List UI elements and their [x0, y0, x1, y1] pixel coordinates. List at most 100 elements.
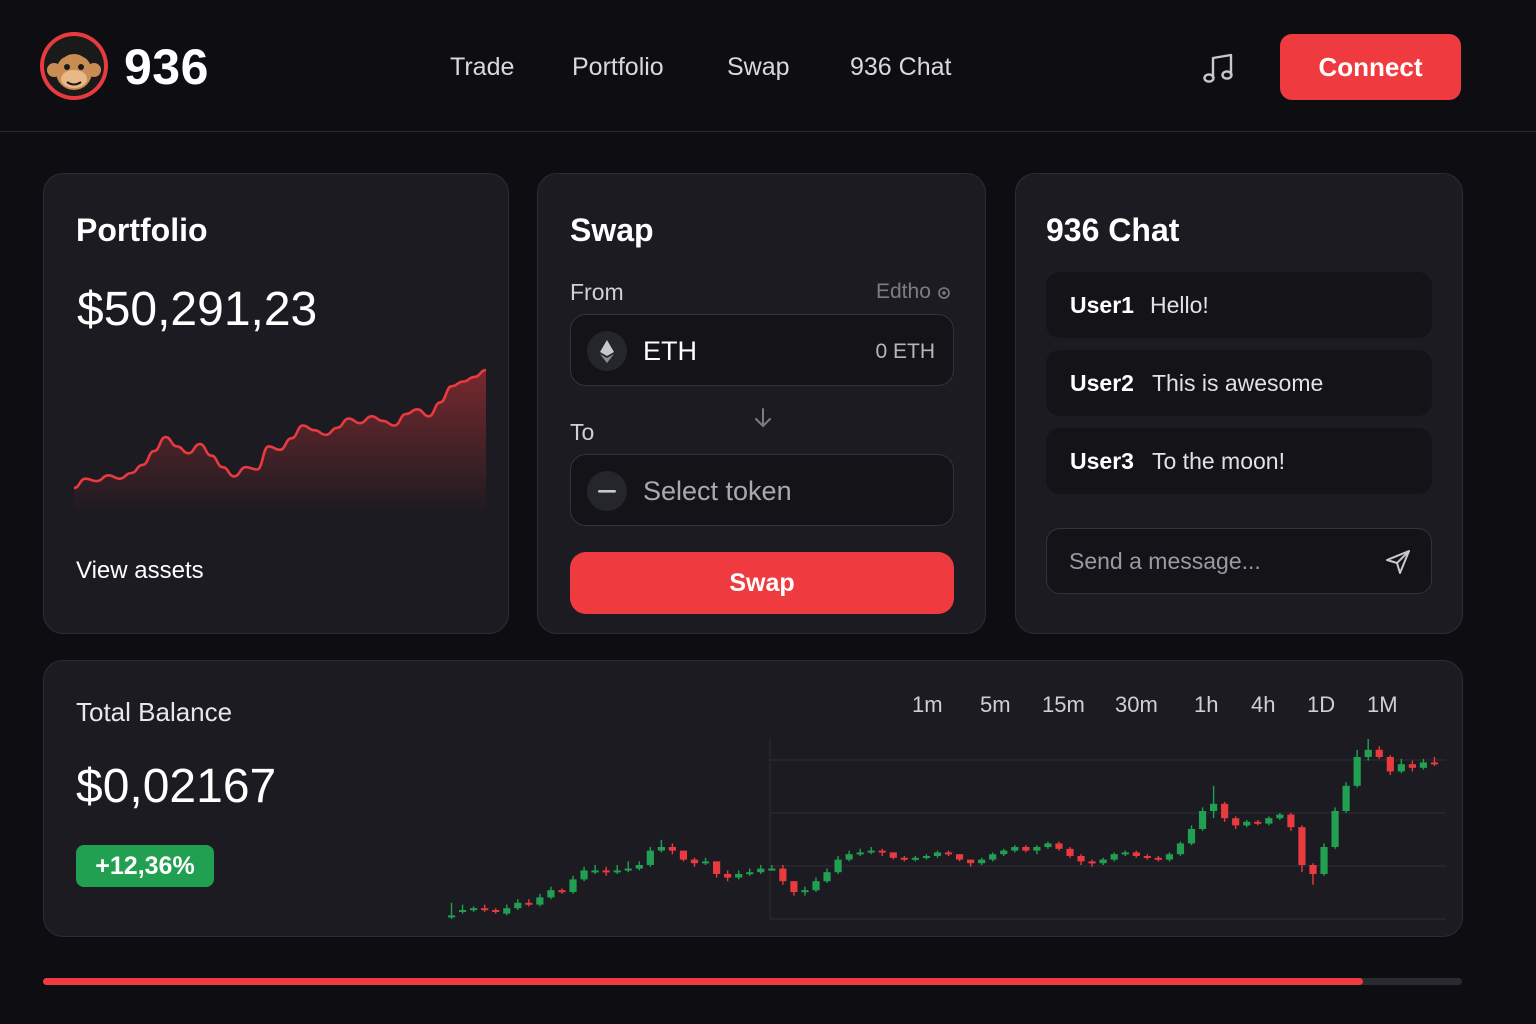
swap-button[interactable]: Swap: [570, 552, 954, 614]
chat-card: 936 Chat User1 Hello! User2 This is awes…: [1015, 173, 1463, 634]
candle-up: [514, 902, 522, 909]
portfolio-title: Portfolio: [76, 212, 208, 248]
candle-down: [1386, 757, 1394, 772]
to-token-selector[interactable]: Select token: [570, 454, 954, 526]
candle-up: [569, 879, 577, 892]
candle-up: [911, 857, 919, 860]
candle-up: [922, 856, 931, 858]
from-token-selector[interactable]: ETH 0 ETH: [570, 314, 954, 386]
swap-title: Swap: [570, 212, 654, 248]
message-user: User2: [1070, 370, 1134, 396]
candle-up: [701, 861, 710, 864]
send-icon[interactable]: [1384, 548, 1412, 576]
candle-down: [1309, 865, 1317, 874]
change-badge: +12,36%: [76, 845, 214, 887]
portfolio-value: $50,291,23: [77, 283, 318, 336]
candle-up: [757, 868, 765, 873]
sparkline-area: [74, 370, 486, 514]
candle-up: [856, 852, 864, 855]
top-bar: 936 Trade Portfolio Swap 936 Chat Connec…: [0, 0, 1536, 132]
candle-up: [1011, 847, 1019, 851]
candle-down: [679, 850, 688, 860]
progress-bar: [43, 978, 1462, 985]
music-note-icon[interactable]: [1202, 50, 1236, 86]
timeframe-1d[interactable]: 1D: [1307, 692, 1336, 717]
nav-936-chat[interactable]: 936 Chat: [850, 53, 952, 81]
swap-card: Swap From Edtho ETH 0 ETH To Select toke…: [537, 173, 986, 634]
chat-message: User1 Hello!: [1046, 272, 1432, 338]
timeframe-30m[interactable]: 30m: [1115, 692, 1158, 717]
nav-swap[interactable]: Swap: [727, 53, 790, 81]
candle-down: [492, 910, 500, 912]
timeframe-4h[interactable]: 4h: [1251, 692, 1276, 717]
candle-up: [547, 890, 555, 898]
chat-message-input[interactable]: [1046, 528, 1432, 594]
candle-up: [624, 868, 632, 871]
nav-trade[interactable]: Trade: [450, 53, 515, 81]
candle-up: [1419, 762, 1428, 768]
timeframe-5m[interactable]: 5m: [980, 692, 1011, 717]
chat-message: User2 This is awesome: [1046, 350, 1432, 416]
message-user: User3: [1070, 448, 1134, 474]
monkey-logo-icon[interactable]: [40, 32, 108, 100]
candle-up: [801, 890, 809, 893]
candle-down: [790, 881, 798, 892]
candle-up: [635, 865, 643, 869]
timeframe-1M[interactable]: 1M: [1367, 692, 1398, 717]
view-assets-link[interactable]: View assets: [76, 557, 204, 584]
candle-down: [1077, 856, 1085, 862]
candle-up: [933, 852, 942, 856]
from-amount: 0 ETH: [875, 340, 935, 363]
message-text: Hello!: [1150, 292, 1209, 318]
from-token-name: ETH: [643, 336, 697, 366]
candle-up: [1243, 821, 1251, 826]
arrow-down-icon[interactable]: [752, 406, 774, 430]
progress-bar-fill: [43, 978, 1363, 985]
candle-down: [944, 852, 953, 855]
candle-down: [1287, 814, 1295, 828]
candle-up: [1000, 850, 1008, 855]
settings-icon[interactable]: [935, 284, 953, 302]
candle-down: [525, 902, 533, 905]
candle-down: [1132, 852, 1140, 856]
total-balance-value: $0,02167: [76, 760, 277, 813]
candle-up: [1397, 764, 1405, 772]
candle-up: [1121, 852, 1129, 855]
candle-up: [536, 897, 544, 905]
candle-up: [1209, 803, 1218, 811]
candle-up: [1342, 785, 1350, 811]
connect-button[interactable]: Connect: [1280, 34, 1461, 100]
candle-down: [967, 859, 975, 864]
candle-down: [712, 861, 721, 874]
brand-name[interactable]: 936: [124, 39, 209, 95]
candle-up: [1331, 811, 1339, 847]
portfolio-card: Portfolio $50,291,23 View assets: [43, 173, 509, 634]
candle-up: [1265, 818, 1273, 824]
candle-up: [503, 908, 511, 914]
candle-down: [724, 874, 732, 878]
candle-up: [989, 854, 997, 860]
sparkline-line: [74, 368, 486, 490]
candle-down: [1055, 843, 1063, 849]
candle-down: [1066, 848, 1074, 856]
timeframe-1m[interactable]: 1m: [912, 692, 943, 717]
timeframe-1h[interactable]: 1h: [1194, 692, 1219, 717]
candle-up: [613, 870, 621, 873]
candle-up: [470, 908, 478, 911]
candle-down: [1088, 861, 1096, 864]
nav-portfolio[interactable]: Portfolio: [572, 53, 664, 81]
candle-down: [558, 890, 566, 893]
candle-up: [1276, 814, 1284, 819]
candle-up: [1033, 847, 1041, 851]
candle-down: [602, 870, 610, 873]
candle-up: [834, 859, 842, 873]
candle-down: [878, 850, 886, 853]
from-right-label: Edtho: [876, 280, 931, 303]
candle-up: [1176, 843, 1185, 855]
candle-down: [690, 859, 699, 864]
candle-up: [1198, 811, 1207, 829]
timeframe-15m[interactable]: 15m: [1042, 692, 1085, 717]
candle-up: [746, 872, 754, 875]
candle-down: [1232, 818, 1240, 826]
candle-up: [447, 915, 456, 918]
